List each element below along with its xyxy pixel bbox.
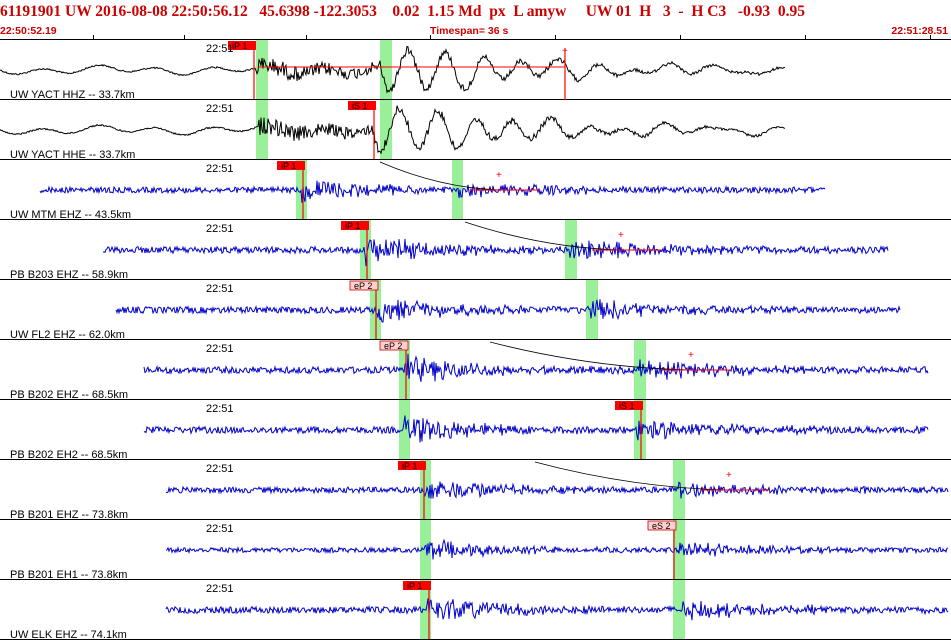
station-label: PB B202 EHZ -- 68.5km xyxy=(10,389,128,401)
timespan-label: Timespan= 36 s xyxy=(430,25,509,37)
pick-label-box[interactable] xyxy=(398,461,426,470)
pick-label-box[interactable] xyxy=(349,280,379,291)
pick-label-box[interactable] xyxy=(348,101,376,110)
station-label: UW ELK EHZ -- 74.1km xyxy=(10,629,127,640)
trace-time-label: 22:51 xyxy=(206,283,234,295)
pick-label-box[interactable] xyxy=(403,581,431,590)
waveform-trace[interactable] xyxy=(102,238,889,267)
waveform-trace[interactable] xyxy=(115,299,901,323)
waveform-trace[interactable] xyxy=(165,481,949,499)
time-tick xyxy=(184,35,185,40)
time-tick xyxy=(680,35,681,40)
station-label: UW YACT HHZ -- 33.7km xyxy=(10,89,135,101)
waveform-trace[interactable] xyxy=(165,538,949,560)
moveout-curve xyxy=(464,221,623,251)
waveform-trace[interactable] xyxy=(165,598,949,621)
waveform-trace[interactable] xyxy=(0,45,786,94)
coda-plus-marker: + xyxy=(562,46,568,57)
waveform-trace[interactable] xyxy=(143,415,929,443)
pick-label[interactable]: iS 1 xyxy=(619,401,635,411)
station-label: UW MTM EHZ -- 43.5km xyxy=(10,209,131,221)
station-label: PB B203 EHZ -- 58.9km xyxy=(10,269,128,281)
s-window-marker xyxy=(380,40,392,100)
s-window-marker xyxy=(673,580,685,640)
coda-plus-marker: + xyxy=(688,350,694,361)
time-tick xyxy=(306,35,307,40)
station-label: UW FL2 EHZ -- 62.0km xyxy=(10,329,125,341)
waveform-trace[interactable] xyxy=(39,180,826,203)
p-window-marker xyxy=(256,40,268,100)
coda-plus-marker: + xyxy=(726,470,732,481)
trace-time-label: 22:51 xyxy=(206,523,234,535)
time-tick xyxy=(430,35,431,40)
time-tick xyxy=(805,35,806,40)
p-window-marker xyxy=(399,400,410,460)
station-label: UW YACT HHE -- 33.7km xyxy=(10,149,135,161)
pick-label-box[interactable] xyxy=(277,161,305,170)
pick-label-box[interactable] xyxy=(341,221,369,230)
pick-label[interactable]: iP 1 xyxy=(407,581,422,591)
station-label: PB B202 EH2 -- 68.5km xyxy=(10,449,127,461)
p-window-marker xyxy=(420,460,431,520)
p-window-marker xyxy=(360,220,371,280)
pick-label-box[interactable] xyxy=(615,401,643,410)
trace-time-label: 22:51 xyxy=(206,463,234,475)
trace-time-label: 22:51 xyxy=(206,103,234,115)
time-tick xyxy=(93,35,94,40)
moveout-curve xyxy=(534,461,731,491)
s-window-marker xyxy=(634,340,646,400)
trace-time-label: 22:51 xyxy=(206,403,234,415)
p-window-marker xyxy=(420,520,431,580)
event-summary-title: 61191901 UW 2016-08-08 22:50:56.12 45.63… xyxy=(0,3,805,20)
trace-time-label: 22:51 xyxy=(206,163,234,175)
pick-label-box[interactable] xyxy=(228,41,256,50)
trace-time-label: 22:51 xyxy=(206,343,234,355)
coda-plus-marker: + xyxy=(618,230,624,241)
coda-plus-marker: + xyxy=(496,170,502,181)
pick-label-box[interactable] xyxy=(379,340,409,351)
pick-label[interactable]: eP 2 xyxy=(384,341,402,351)
trace-time-label: 22:51 xyxy=(206,583,234,595)
waveform-trace[interactable] xyxy=(0,105,786,155)
start-time-label: 22:50:52.19 xyxy=(0,25,57,37)
pick-label[interactable]: iS 1 xyxy=(352,101,368,111)
pick-label[interactable]: iP 1 xyxy=(281,161,296,171)
pick-label[interactable]: eS 2 xyxy=(652,521,671,531)
time-tick xyxy=(555,35,556,40)
end-time-label: 22:51:28.51 xyxy=(891,25,948,37)
p-window-marker xyxy=(296,160,307,220)
pick-label-box[interactable] xyxy=(647,520,677,531)
trace-time-label: 22:51 xyxy=(206,223,234,235)
station-label: PB B201 EH1 -- 73.8km xyxy=(10,569,127,581)
s-window-marker xyxy=(380,100,392,160)
time-tick xyxy=(930,35,931,40)
pick-label[interactable]: iP 1 xyxy=(345,221,360,231)
event-header: 61191901 UW 2016-08-08 22:50:56.12 45.63… xyxy=(0,0,951,40)
pick-label[interactable]: eP 2 xyxy=(354,281,372,291)
trace-time-label: 22:51 xyxy=(206,43,234,55)
moveout-curve xyxy=(489,341,693,371)
waveform-trace[interactable] xyxy=(143,353,929,382)
s-window-marker xyxy=(452,160,463,220)
pick-label[interactable]: iP 1 xyxy=(232,41,247,51)
station-label: PB B201 EHZ -- 73.8km xyxy=(10,509,128,521)
moveout-curve xyxy=(379,161,501,191)
s-window-marker xyxy=(673,460,685,520)
pick-label[interactable]: iP 1 xyxy=(402,461,417,471)
